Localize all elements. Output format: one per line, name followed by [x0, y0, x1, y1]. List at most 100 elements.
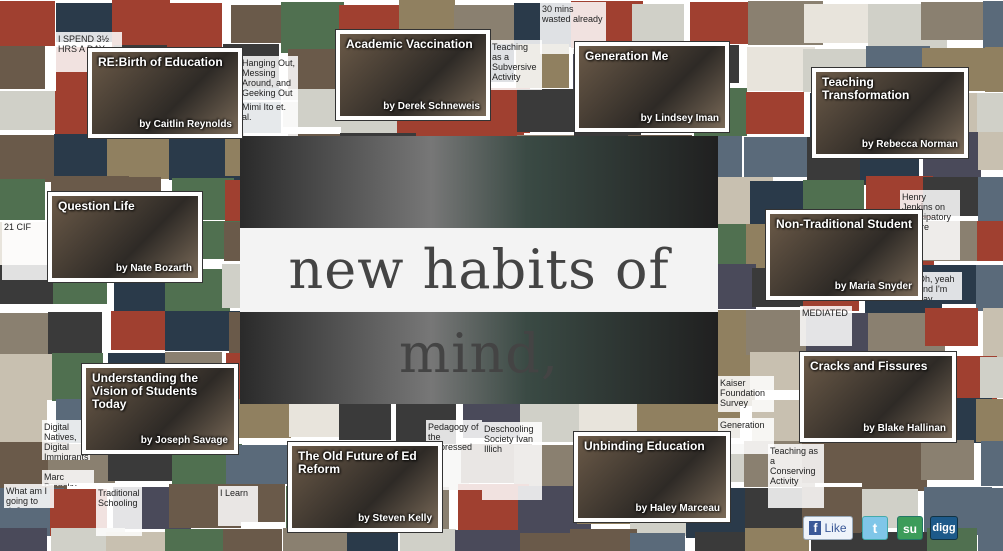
- video-card[interactable]: Teaching Transformation by Rebecca Norman: [812, 68, 968, 158]
- thumbnail-label[interactable]: Teaching as a Subversive Activity: [490, 40, 542, 90]
- video-card[interactable]: Cracks and Fissures by Blake Hallinan: [800, 352, 956, 442]
- thumbnail[interactable]: [985, 47, 1003, 92]
- thumbnail[interactable]: [632, 4, 684, 42]
- card-author: by Nate Bozarth: [115, 263, 192, 274]
- thumbnail[interactable]: [281, 2, 344, 53]
- video-card[interactable]: Unbinding Education by Haley Marceau: [574, 432, 730, 522]
- video-card[interactable]: Understanding the Vision of Students Tod…: [82, 364, 238, 454]
- stumbleupon-button[interactable]: su: [897, 516, 923, 540]
- thumbnail-label[interactable]: What am I going to do?: [4, 484, 54, 508]
- thumbnail[interactable]: [223, 529, 282, 551]
- card-title: Cracks and Fissures: [810, 359, 928, 373]
- thumbnail[interactable]: [862, 440, 927, 491]
- thumbnail[interactable]: [0, 1, 55, 46]
- facebook-icon: f: [809, 521, 822, 535]
- thumbnail[interactable]: [985, 488, 1003, 533]
- video-card[interactable]: Generation Me by Lindsey Iman: [575, 42, 729, 132]
- card-title: Understanding the Vision of Students Tod…: [92, 371, 199, 411]
- thumbnail-label[interactable]: Traditional Schooling: [96, 486, 142, 536]
- thumbnail[interactable]: [746, 92, 804, 134]
- video-card[interactable]: Non-Traditional Student by Maria Snyder: [766, 210, 922, 300]
- card-title: Teaching Transformation: [822, 75, 910, 102]
- thumbnail[interactable]: [921, 2, 987, 40]
- stumbleupon-icon: su: [903, 522, 917, 536]
- thumbnail-label[interactable]: Hanging Out, Messing Around, and Geeking…: [240, 56, 298, 102]
- card-title: The Old Future of Ed Reform: [298, 449, 417, 476]
- thumbnail[interactable]: [400, 529, 456, 551]
- thumbnail[interactable]: [0, 46, 45, 89]
- thumbnail[interactable]: [165, 529, 238, 551]
- thumbnail-label[interactable]: I Learn: [218, 486, 258, 526]
- thumbnail[interactable]: [981, 441, 1003, 486]
- thumbnail[interactable]: [983, 1, 1003, 48]
- thumbnail[interactable]: [570, 529, 637, 551]
- card-author: by Derek Schneweis: [383, 101, 480, 112]
- like-button[interactable]: f Like: [803, 516, 853, 540]
- thumbnail[interactable]: [0, 313, 56, 356]
- card-title: RE:Birth of Education: [98, 55, 223, 69]
- card-author: by Haley Marceau: [635, 503, 721, 514]
- card-author: by Joseph Savage: [140, 435, 228, 446]
- card-title: Generation Me: [585, 49, 669, 63]
- card-author: by Lindsey Iman: [640, 113, 719, 124]
- thumbnail[interactable]: [231, 5, 286, 43]
- thumbnail[interactable]: [517, 89, 574, 132]
- svg-text:t: t: [873, 520, 878, 536]
- thumbnail-label[interactable]: Teaching as a Conserving Activity: [768, 444, 824, 508]
- thumbnail[interactable]: [976, 399, 1003, 442]
- thumbnail[interactable]: [978, 529, 1003, 551]
- video-card[interactable]: Academic Vaccination by Derek Schneweis: [336, 30, 490, 120]
- card-author: by Rebecca Norman: [861, 139, 958, 150]
- caption-band: [240, 228, 718, 312]
- thumbnail[interactable]: [804, 4, 876, 43]
- thumbnail-label[interactable]: Deschooling Society Ivan Illich: [482, 422, 542, 500]
- digg-button[interactable]: digg: [930, 516, 958, 540]
- thumbnail[interactable]: [0, 354, 53, 400]
- thumbnail[interactable]: [925, 308, 978, 346]
- thumbnail[interactable]: [977, 93, 1003, 135]
- thumbnail[interactable]: [980, 357, 1003, 398]
- thumbnail[interactable]: [520, 533, 572, 551]
- card-title: Academic Vaccination: [346, 37, 473, 51]
- thumbnail[interactable]: [978, 177, 1003, 223]
- twitter-icon: t: [873, 520, 878, 536]
- thumbnail[interactable]: [107, 134, 173, 179]
- card-author: by Steven Kelly: [358, 513, 432, 524]
- thumbnail-label[interactable]: Mimi Ito et. al.: [240, 100, 298, 136]
- video-card[interactable]: RE:Birth of Education by Caitlin Reynolds: [88, 48, 242, 138]
- thumbnail[interactable]: [106, 532, 182, 551]
- thumbnail-label[interactable]: Marc Prensky: [42, 470, 94, 486]
- thumbnail[interactable]: [339, 399, 391, 440]
- thumbnail[interactable]: [746, 310, 808, 356]
- main-caption: new habits of mind,: [288, 238, 670, 385]
- thumbnail[interactable]: [745, 528, 809, 551]
- thumbnail[interactable]: [455, 530, 523, 551]
- thumbnail[interactable]: [0, 528, 47, 551]
- video-card[interactable]: The Old Future of Ed Reform by Steven Kel…: [288, 442, 442, 532]
- thumbnail[interactable]: [283, 528, 358, 551]
- thumbnail[interactable]: [165, 3, 222, 50]
- video-card[interactable]: Question Life by Nate Bozarth: [48, 192, 202, 282]
- thumbnail-label[interactable]: Oh, yeah and I'm gay.: [916, 272, 962, 300]
- thumbnail[interactable]: [978, 132, 1003, 170]
- thumbnail[interactable]: [976, 265, 1003, 311]
- twitter-button[interactable]: t: [862, 516, 888, 540]
- like-label: Like: [824, 521, 847, 535]
- main-video[interactable]: new habits of mind,: [240, 136, 718, 404]
- thumbnail[interactable]: [0, 396, 47, 444]
- thumbnail[interactable]: [347, 531, 398, 551]
- card-title: Unbinding Education: [584, 439, 705, 453]
- thumbnail[interactable]: [0, 179, 45, 220]
- card-author: by Caitlin Reynolds: [139, 119, 232, 130]
- thumbnail-label[interactable]: MEDIATED: [800, 306, 852, 346]
- thumbnail[interactable]: [111, 311, 173, 350]
- card-title: Question Life: [58, 199, 135, 213]
- thumbnail[interactable]: [0, 91, 62, 130]
- thumbnail[interactable]: [921, 440, 974, 480]
- thumbnail[interactable]: [983, 308, 1003, 359]
- thumbnail[interactable]: [630, 533, 685, 551]
- thumbnail-label[interactable]: 21 CIF: [2, 220, 52, 280]
- thumbnail[interactable]: [977, 221, 1003, 261]
- thumbnail-label[interactable]: Kaiser Foundation Survey: [718, 376, 774, 412]
